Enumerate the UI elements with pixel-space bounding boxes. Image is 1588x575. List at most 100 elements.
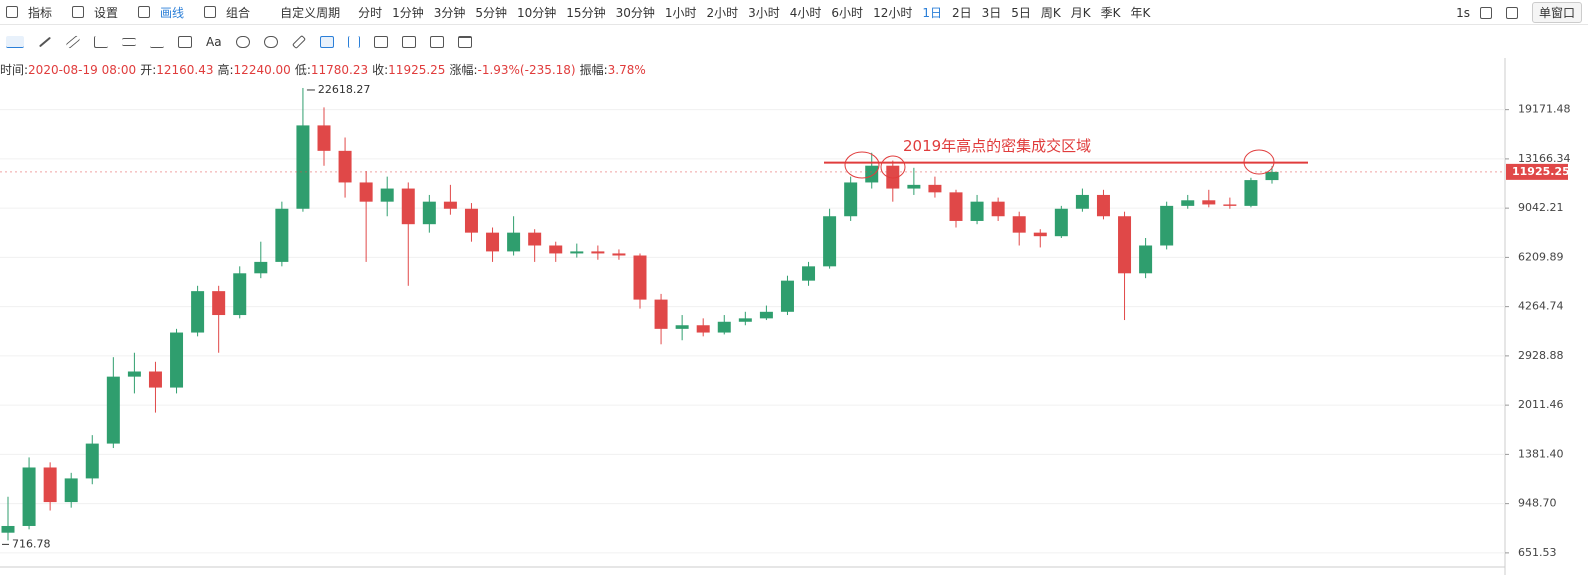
candle-body (1160, 205, 1174, 246)
fib-tool[interactable] (122, 38, 136, 46)
angle-tool[interactable] (94, 36, 108, 48)
template-tool[interactable] (429, 36, 444, 48)
candle-body (486, 232, 500, 252)
candle-body (717, 321, 731, 333)
info-value: 11925.25 (388, 63, 446, 77)
delete-tool[interactable] (457, 36, 472, 48)
info-value: 3.78% (607, 63, 646, 77)
toolbar-item[interactable]: 组合 (204, 4, 260, 21)
top-toolbar: 指标 设置 画线 组合 自定义周期 分时 1分钟 3分钟 5分钟 10分钟 15分钟 30分钟 1小时 2… (0, 0, 1588, 25)
period[interactable]: 12小时 (873, 5, 913, 20)
info-label: 高: (217, 63, 234, 77)
candle-body (275, 208, 289, 262)
period[interactable]: 10分钟 (517, 5, 557, 20)
candle-body (633, 255, 647, 300)
toolbar-label[interactable]: 画线 (160, 5, 185, 20)
candle-body (401, 188, 415, 225)
candle-body (85, 443, 99, 479)
period[interactable]: 5分钟 (475, 5, 508, 20)
fullscreen-icon[interactable] (1479, 6, 1492, 19)
interval[interactable]: 1s (1456, 5, 1470, 20)
channel-tool[interactable] (65, 35, 81, 49)
candle-body (1, 525, 15, 533)
y-tick-label: 9042.21 (1518, 201, 1564, 214)
max-label: 22618.27 (318, 83, 371, 96)
period[interactable]: 6小时 (831, 5, 864, 20)
toolbar-label[interactable]: 指标 (28, 5, 53, 20)
period-menu[interactable]: 自定义周期 (280, 5, 341, 20)
pen-tool[interactable] (319, 36, 334, 48)
toolbar-item[interactable]: 画线 (138, 4, 194, 21)
toolbar-item[interactable]: 设置 (72, 4, 128, 21)
magnet-tool[interactable] (263, 36, 278, 48)
rect-tool[interactable] (178, 36, 192, 48)
period[interactable]: 3分钟 (433, 5, 466, 20)
period[interactable]: 3小时 (748, 5, 780, 20)
period[interactable]: 5日 (1011, 5, 1031, 20)
window-button[interactable]: 单窗口 (1531, 2, 1582, 23)
period[interactable]: 季K (1100, 5, 1121, 20)
toolbar-label[interactable]: 设置 (94, 5, 119, 20)
candle-body (1075, 194, 1089, 209)
toolbar-icon (72, 5, 85, 18)
period[interactable]: 4小时 (789, 5, 822, 20)
candle-body (254, 261, 268, 274)
y-tick-label: 651.53 (1518, 546, 1557, 559)
toolbar-icon (6, 5, 18, 18)
pattern-tool[interactable] (235, 36, 250, 48)
min-label: 716.78 (12, 537, 51, 550)
period[interactable]: 1日 (922, 5, 942, 20)
line-tool[interactable] (38, 36, 52, 48)
candle-body (759, 311, 773, 319)
candle-body (1033, 232, 1047, 237)
candle-body (106, 376, 120, 444)
period[interactable]: 30分钟 (615, 5, 655, 20)
candle-body (380, 188, 394, 202)
wave-tool[interactable] (150, 36, 164, 48)
candle-body (422, 201, 436, 225)
candle-body (212, 291, 226, 316)
last-price-tag (1506, 163, 1568, 180)
candle-body (1202, 200, 1216, 205)
period[interactable]: 1小时 (664, 5, 697, 20)
info-value: 11780.23 (310, 63, 369, 77)
y-tick-label: 2928.88 (1518, 349, 1564, 362)
lock-tool[interactable] (373, 36, 388, 48)
measure-tool[interactable] (291, 34, 306, 50)
candle-body (170, 332, 184, 388)
info-value: -1.93%(-235.18) (477, 63, 576, 77)
period[interactable]: 月K (1070, 5, 1091, 20)
info-bar: 时间:2020-08-19 08:00 开:12160.43 高:12240.00 低… (0, 61, 650, 78)
period[interactable]: 周K (1040, 5, 1061, 20)
candle-body (738, 318, 752, 322)
candle-body (296, 125, 310, 209)
candle-body (1223, 204, 1237, 206)
candle-body (991, 201, 1005, 217)
visibility-tool[interactable] (347, 36, 360, 48)
copy-tool[interactable] (401, 36, 416, 48)
period[interactable]: 2日 (951, 5, 972, 20)
period[interactable]: 年K (1130, 5, 1151, 20)
toolbar-item[interactable]: 指标 (6, 4, 62, 21)
period[interactable]: 1分钟 (392, 5, 424, 20)
candle-body (22, 467, 36, 526)
candle-body (865, 165, 879, 183)
candle-body (443, 201, 457, 209)
window-controls: 1s 单窗口 (1456, 0, 1582, 25)
period[interactable]: 分时 (358, 5, 383, 20)
period[interactable]: 2小时 (706, 5, 739, 20)
crosshair-tool[interactable] (6, 36, 24, 48)
info-label: 低: (294, 63, 311, 77)
text-tool[interactable]: Aa (206, 35, 222, 49)
highlight-circle (844, 151, 880, 179)
info-value: 12240.00 (233, 63, 291, 77)
y-tick-label: 13166.34 (1518, 152, 1571, 165)
candle-body (528, 232, 542, 246)
candle-body (949, 192, 963, 221)
period[interactable]: 15分钟 (566, 5, 606, 20)
screenshot-icon[interactable] (1505, 6, 1518, 19)
toolbar-label[interactable]: 组合 (226, 5, 251, 20)
candle-body (591, 251, 605, 254)
period[interactable]: 3日 (981, 5, 1002, 20)
